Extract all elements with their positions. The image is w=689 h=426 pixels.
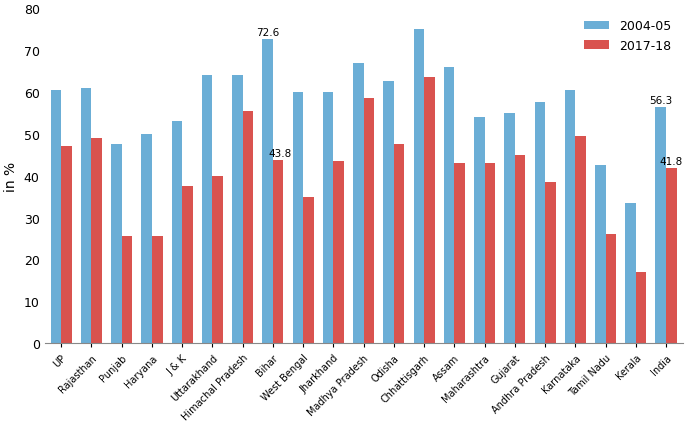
Text: 43.8: 43.8 [268, 148, 291, 158]
Bar [263, 40, 273, 343]
Bar [424, 78, 435, 343]
Bar [383, 82, 394, 343]
Bar [50, 91, 61, 343]
Bar [413, 30, 424, 343]
Bar [515, 155, 526, 343]
Bar [625, 203, 636, 343]
Bar [545, 182, 556, 343]
Bar [565, 91, 575, 343]
Bar [454, 164, 465, 343]
Text: 72.6: 72.6 [256, 28, 279, 38]
Text: 41.8: 41.8 [660, 157, 683, 167]
Bar [655, 108, 666, 343]
Bar [293, 93, 303, 343]
Bar [212, 176, 223, 343]
Bar [666, 169, 677, 343]
Bar [81, 89, 92, 343]
Bar [303, 197, 313, 343]
Bar [504, 114, 515, 343]
Bar [182, 187, 193, 343]
Bar [636, 272, 646, 343]
Bar [595, 166, 606, 343]
Bar [111, 145, 122, 343]
Bar [394, 145, 404, 343]
Bar [474, 118, 484, 343]
Bar [202, 76, 212, 343]
Bar [273, 160, 283, 343]
Bar [141, 135, 152, 343]
Bar [484, 164, 495, 343]
Legend: 2004-05, 2017-18: 2004-05, 2017-18 [579, 15, 677, 58]
Bar [323, 93, 333, 343]
Bar [575, 137, 586, 343]
Bar [232, 76, 243, 343]
Bar [61, 147, 72, 343]
Bar [243, 112, 254, 343]
Bar [92, 138, 102, 343]
Bar [122, 237, 132, 343]
Bar [535, 103, 545, 343]
Y-axis label: in %: in % [4, 161, 18, 191]
Bar [152, 237, 163, 343]
Bar [444, 68, 454, 343]
Bar [606, 235, 616, 343]
Bar [353, 63, 364, 343]
Bar [364, 99, 374, 343]
Bar [333, 161, 344, 343]
Bar [172, 122, 182, 343]
Text: 56.3: 56.3 [649, 96, 672, 106]
